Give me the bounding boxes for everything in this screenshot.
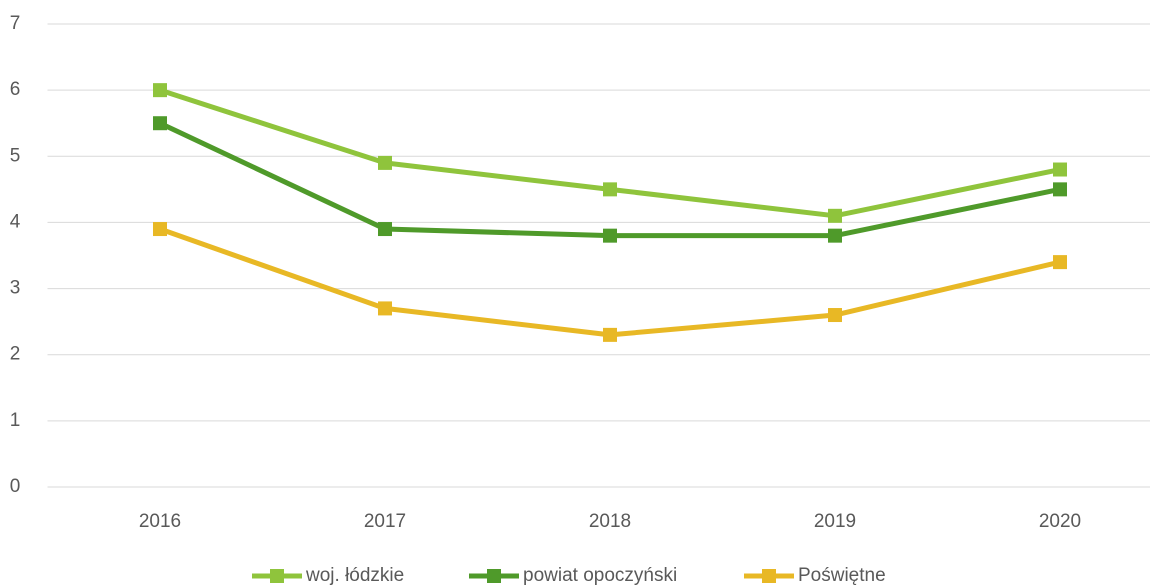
x-tick-label: 2019 (814, 511, 856, 532)
x-tick-label: 2020 (1039, 511, 1081, 532)
legend-label: woj. łódzkie (305, 565, 404, 586)
point-marker (828, 228, 842, 243)
point-marker (378, 301, 392, 316)
legend-label: powiat opoczyński (523, 565, 677, 586)
point-marker (378, 222, 392, 237)
y-tick-label: 7 (10, 13, 21, 34)
y-tick-label: 1 (10, 410, 21, 431)
point-marker (603, 182, 617, 197)
point-marker (828, 308, 842, 323)
y-tick-label: 6 (10, 79, 21, 100)
legend-label: Poświętne (798, 565, 886, 586)
point-marker (1053, 162, 1067, 177)
point-marker (603, 228, 617, 243)
y-tick-label: 5 (10, 145, 21, 166)
x-tick-label: 2017 (364, 511, 406, 532)
legend-marker (762, 569, 776, 583)
legend-marker (487, 569, 501, 583)
point-marker (153, 116, 167, 131)
y-tick-label: 3 (10, 278, 21, 299)
point-marker (1053, 182, 1067, 197)
y-tick-label: 0 (10, 476, 21, 497)
point-marker (378, 155, 392, 170)
point-marker (1053, 255, 1067, 270)
y-tick-label: 4 (10, 211, 21, 232)
x-tick-label: 2018 (589, 511, 631, 532)
point-marker (828, 208, 842, 223)
point-marker (153, 222, 167, 237)
series-line (159, 87, 1061, 219)
point-marker (153, 83, 167, 98)
series-line (159, 226, 1061, 338)
y-tick-label: 2 (10, 344, 21, 365)
x-tick-label: 2016 (139, 511, 181, 532)
legend-marker (270, 569, 284, 583)
series-line (158, 120, 1061, 239)
point-marker (603, 327, 617, 342)
